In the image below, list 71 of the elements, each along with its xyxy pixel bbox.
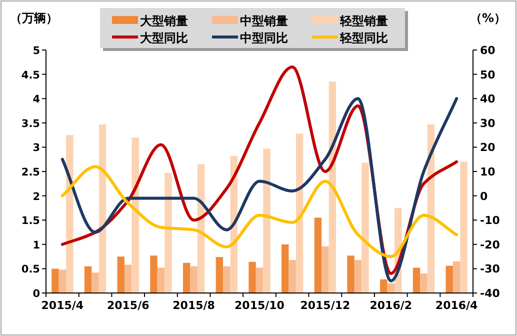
x-tick-label: 2015/10 xyxy=(234,299,285,312)
bar xyxy=(52,268,59,293)
y-tick-label: 1 xyxy=(32,239,40,252)
y2-tick-label: 0 xyxy=(480,190,488,203)
y-tick-label: 5 xyxy=(32,45,40,57)
bar xyxy=(256,268,264,293)
y-axis-title: （万辆） xyxy=(10,11,58,25)
bar xyxy=(98,124,106,293)
bar xyxy=(216,257,224,293)
bar xyxy=(296,134,304,293)
x-tick-label: 2015/8 xyxy=(172,299,215,312)
bar xyxy=(420,274,428,293)
y2-tick-label: 30 xyxy=(480,116,496,130)
bar xyxy=(263,148,270,293)
legend-label: 大型同比 xyxy=(140,31,188,45)
legend-label: 大型销量 xyxy=(140,14,188,28)
bar xyxy=(223,266,230,293)
y-tick-label: 4 xyxy=(32,94,40,106)
y2-tick-label: 60 xyxy=(480,44,496,57)
bar xyxy=(248,262,256,293)
y-tick-label: 0.5 xyxy=(21,264,40,276)
y-tick-label: 0 xyxy=(32,288,40,300)
bar xyxy=(157,268,165,293)
bar xyxy=(347,256,354,293)
bar xyxy=(282,244,289,293)
bar xyxy=(66,135,74,293)
x-tick-label: 2015/6 xyxy=(106,299,150,312)
bar xyxy=(132,137,139,293)
bar xyxy=(314,218,322,293)
bar xyxy=(117,256,124,293)
y2-tick-label: 20 xyxy=(480,141,496,154)
legend-label: 轻型同比 xyxy=(339,31,388,45)
y2-tick-label: 40 xyxy=(480,92,496,106)
y-tick-label: 2.5 xyxy=(21,166,40,178)
bar xyxy=(190,266,198,293)
bar xyxy=(164,172,172,293)
y-tick-label: 3 xyxy=(32,142,40,154)
bar xyxy=(288,260,296,293)
bar xyxy=(58,270,66,293)
bar xyxy=(446,266,453,293)
x-tick-label: 2015/4 xyxy=(41,299,84,312)
bar xyxy=(322,246,329,293)
x-tick-label: 2016/4 xyxy=(435,299,478,312)
x-tick-label: 2016/2 xyxy=(370,299,412,312)
y2-tick-label: -40 xyxy=(480,287,500,300)
y-tick-label: 3.5 xyxy=(21,118,40,130)
y2-axis-title: （%） xyxy=(470,11,506,25)
bar xyxy=(182,262,190,293)
y-tick-label: 4.5 xyxy=(21,69,40,82)
y2-tick-label: 10 xyxy=(480,166,496,178)
bar xyxy=(354,260,362,293)
bar xyxy=(452,261,460,293)
y-tick-label: 1.5 xyxy=(21,215,40,228)
y2-tick-label: -10 xyxy=(480,214,500,228)
bar xyxy=(460,162,468,293)
y2-tick-label: -30 xyxy=(480,262,500,276)
legend-label: 中型同比 xyxy=(240,31,288,45)
legend-label: 中型销量 xyxy=(240,14,288,28)
y-tick-label: 2 xyxy=(32,190,40,203)
bar xyxy=(84,266,92,293)
y2-tick-label: 50 xyxy=(480,68,496,82)
bar xyxy=(380,279,388,293)
y2-tick-label: -20 xyxy=(480,238,500,252)
bar xyxy=(362,162,369,293)
x-tick-label: 2015/12 xyxy=(300,299,350,312)
bar xyxy=(124,264,132,293)
bar xyxy=(92,272,99,293)
bar xyxy=(387,283,394,293)
legend-label: 轻型销量 xyxy=(339,14,388,28)
bar xyxy=(150,256,158,293)
bar xyxy=(412,268,420,293)
